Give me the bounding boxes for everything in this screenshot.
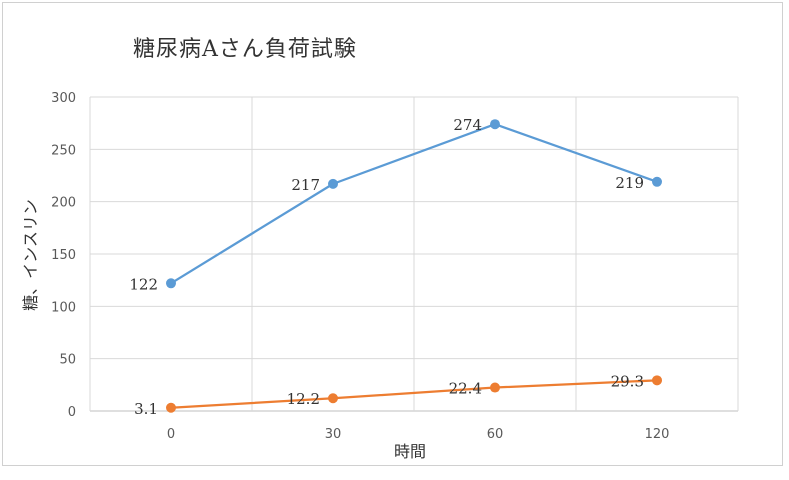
grid <box>89 96 739 412</box>
series-1-point <box>490 119 500 130</box>
y-tick-label: 50 <box>59 353 76 368</box>
y-axis-ticks: 0 50 100 150 200 250 300 <box>51 91 76 420</box>
series-1-data-label: 274 <box>453 116 482 134</box>
y-tick-label: 100 <box>51 300 76 315</box>
y-axis-title: 糖、インスリン <box>21 199 40 311</box>
y-tick-label: 200 <box>51 196 76 211</box>
y-tick-label: 250 <box>51 143 76 158</box>
series <box>166 119 662 413</box>
y-tick-label: 300 <box>51 91 76 106</box>
x-tick-label: 30 <box>325 427 342 442</box>
series-2-data-label: 3.1 <box>134 400 158 418</box>
chart-frame: 糖尿病Aさん負荷試験 <box>2 2 783 466</box>
series-2-point <box>166 402 176 413</box>
x-axis-ticks: 0 30 60 120 <box>167 427 670 442</box>
series-1-data-label: 122 <box>129 275 158 293</box>
x-axis-title: 時間 <box>394 442 426 461</box>
series-2-data-label: 12.2 <box>287 390 320 408</box>
series-2-line <box>170 379 658 409</box>
series-1-point <box>328 178 338 189</box>
series-2-point <box>652 375 662 386</box>
series-1-data-label: 219 <box>615 174 644 192</box>
x-tick-label: 120 <box>645 427 670 442</box>
series-1-line <box>170 123 658 285</box>
series-1-point <box>166 278 176 289</box>
x-tick-label: 60 <box>487 427 504 442</box>
series-2-data-label: 22.4 <box>449 380 482 398</box>
y-tick-label: 150 <box>51 248 76 263</box>
series-2-data-label: 29.3 <box>611 372 644 390</box>
series-1-point <box>652 176 662 187</box>
x-tick-label: 0 <box>167 427 175 442</box>
chart-title: 糖尿病Aさん負荷試験 <box>133 37 357 62</box>
series-2-point <box>328 393 338 404</box>
series-1-data-label: 217 <box>291 176 320 194</box>
y-tick-label: 0 <box>68 405 76 420</box>
series-2-point <box>490 382 500 393</box>
data-labels: 122 217 274 219 3.1 12.2 22.4 29.3 <box>129 116 644 418</box>
